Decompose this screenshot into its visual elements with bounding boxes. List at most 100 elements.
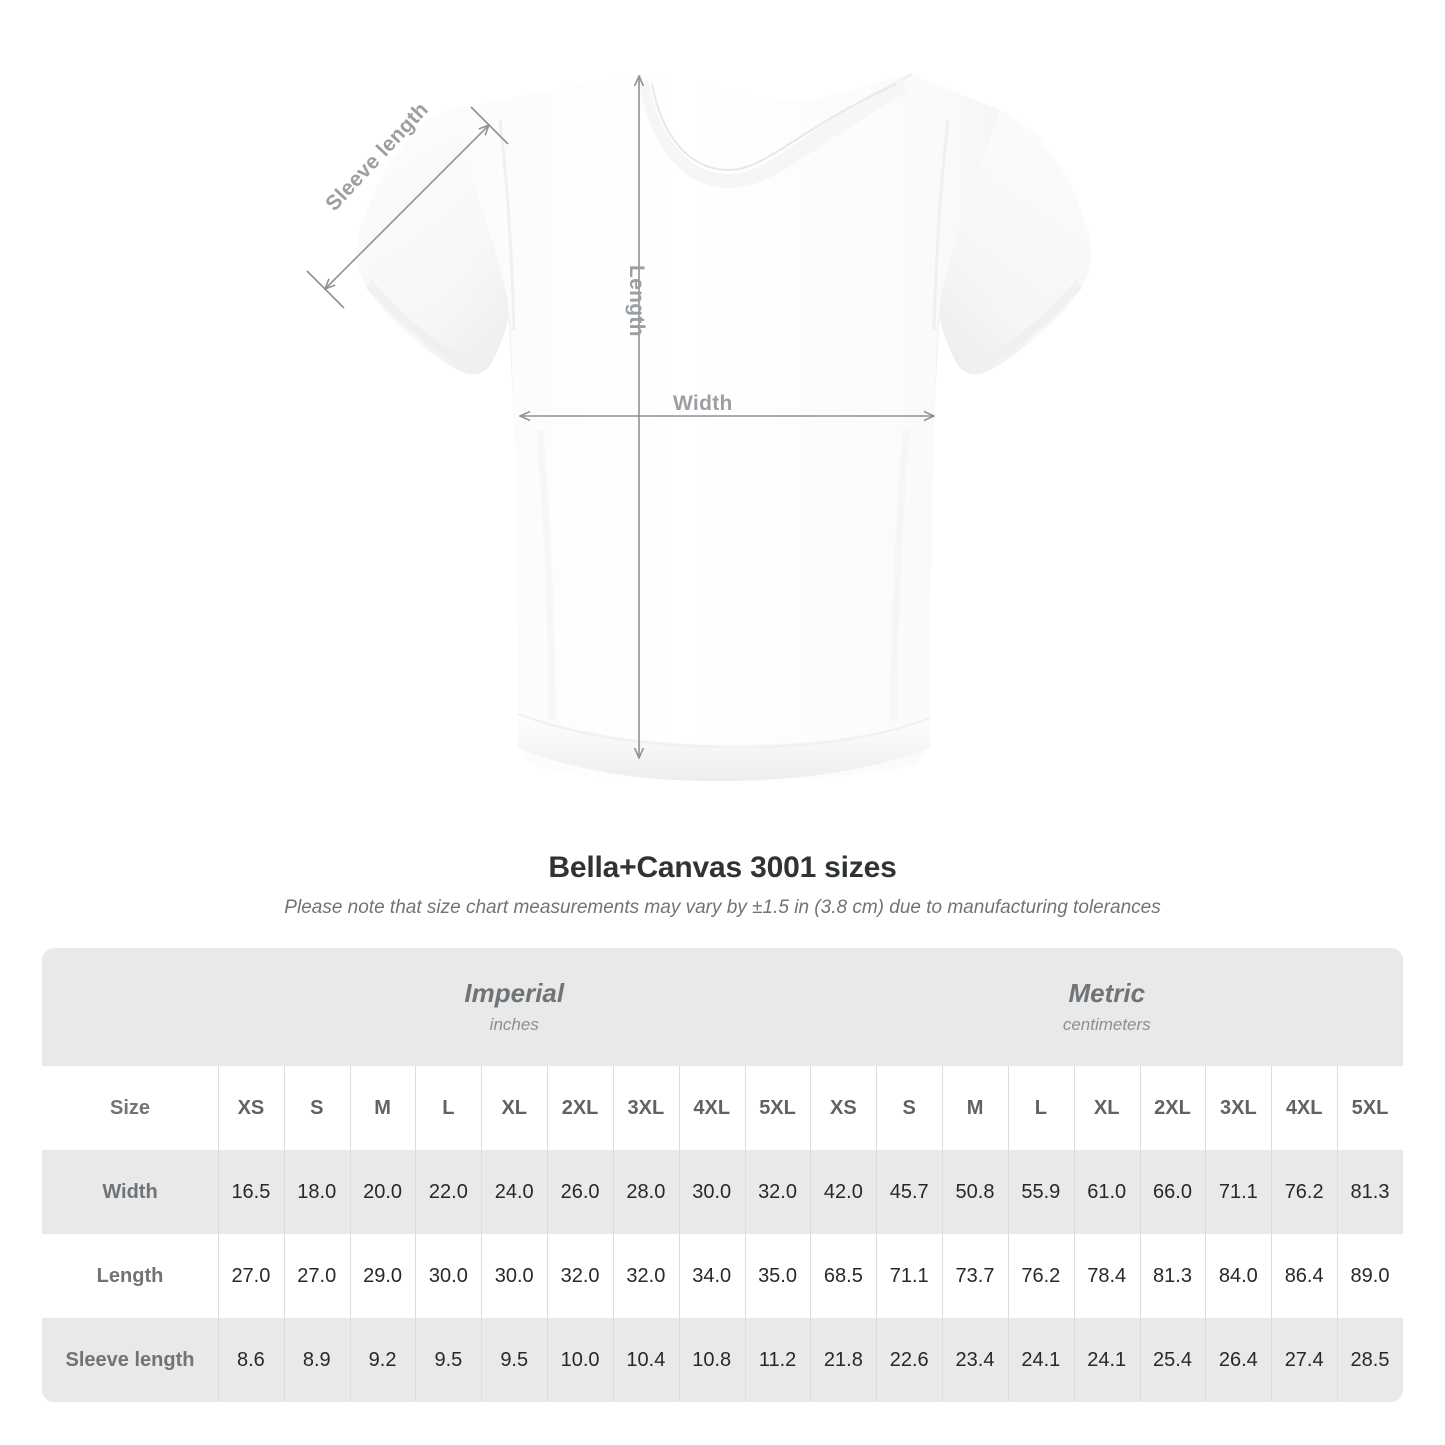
measurement-cell: 24.1 bbox=[1074, 1318, 1140, 1402]
measurement-cell: 8.6 bbox=[218, 1318, 284, 1402]
size-header-cell: M bbox=[942, 1066, 1008, 1150]
unit-group-metric: Metric centimeters bbox=[811, 948, 1404, 1066]
unit-group-imperial: Imperial inches bbox=[218, 948, 811, 1066]
size-header-cell: S bbox=[876, 1066, 942, 1150]
right-armhole-seam bbox=[932, 119, 950, 331]
shirt-silhouette bbox=[357, 74, 1091, 784]
measurement-cell: 27.4 bbox=[1271, 1318, 1337, 1402]
measurement-cell: 24.1 bbox=[1008, 1318, 1074, 1402]
measurement-cell: 61.0 bbox=[1074, 1150, 1140, 1234]
row-label: Length bbox=[96, 1264, 164, 1287]
size-header-cell: S bbox=[284, 1066, 350, 1150]
measurement-cell: 73.7 bbox=[942, 1234, 1008, 1318]
dimension-lines bbox=[306, 76, 934, 758]
measurement-cell: 26.4 bbox=[1205, 1318, 1271, 1402]
unit-header-band: Imperial inches Metric centimeters bbox=[42, 948, 1403, 1066]
measurement-cell: 30.0 bbox=[679, 1150, 745, 1234]
size-header-cell: 2XL bbox=[1140, 1066, 1206, 1150]
measurement-cell: 27.0 bbox=[284, 1234, 350, 1318]
size-header-cell: XL bbox=[1074, 1066, 1140, 1150]
measurement-cell: 24.0 bbox=[481, 1150, 547, 1234]
tshirt-illustration bbox=[306, 73, 1091, 784]
measurement-cell: 9.5 bbox=[415, 1318, 481, 1402]
measurement-cell: 81.3 bbox=[1140, 1234, 1206, 1318]
size-chart-table: Imperial inches Metric centimeters Size X… bbox=[42, 948, 1403, 1402]
collar-band bbox=[640, 78, 908, 189]
size-header-cell: M bbox=[350, 1066, 416, 1150]
table-row: Sleeve length 8.6 8.9 9.2 9.5 9.5 10.0 10.4 10.8… bbox=[42, 1318, 1403, 1402]
unit-header-spacer bbox=[42, 948, 218, 1066]
size-header-cell: L bbox=[1008, 1066, 1074, 1150]
measurement-cell: 8.9 bbox=[284, 1318, 350, 1402]
measurement-cell: 30.0 bbox=[415, 1234, 481, 1318]
measurement-cell: 21.8 bbox=[810, 1318, 876, 1402]
size-header-cell: 4XL bbox=[1271, 1066, 1337, 1150]
measurement-cell: 25.4 bbox=[1140, 1318, 1206, 1402]
measurement-cell: 16.5 bbox=[218, 1150, 284, 1234]
right-sleeve-hem bbox=[958, 280, 1082, 370]
tolerance-note: Please note that size chart measurements… bbox=[284, 897, 1161, 918]
width-label: Width bbox=[673, 392, 733, 415]
measurement-cell: 29.0 bbox=[350, 1234, 416, 1318]
measurement-cell: 86.4 bbox=[1271, 1234, 1337, 1318]
measurement-cell: 32.0 bbox=[547, 1234, 613, 1318]
measurement-cell: 28.0 bbox=[613, 1150, 679, 1234]
size-header-cell: 2XL bbox=[547, 1066, 613, 1150]
measurement-cell: 55.9 bbox=[1008, 1150, 1074, 1234]
measurement-cell: 76.2 bbox=[1008, 1234, 1074, 1318]
sleeve-tick-bottom bbox=[306, 270, 345, 309]
length-label: Length bbox=[625, 265, 648, 337]
size-header-cell: XS bbox=[810, 1066, 876, 1150]
measurement-cell: 78.4 bbox=[1074, 1234, 1140, 1318]
collar-inner-line bbox=[651, 83, 897, 172]
measurement-cell: 81.3 bbox=[1337, 1150, 1403, 1234]
measurement-cell: 30.0 bbox=[481, 1234, 547, 1318]
measurement-cell: 71.1 bbox=[876, 1234, 942, 1318]
table-row-size-header: Size XS S M L XL 2XL 3XL 4XL 5XL XS S M L XL 2XL 3XL 4XL 5… bbox=[42, 1066, 1403, 1150]
measurement-cell: 45.7 bbox=[876, 1150, 942, 1234]
measurement-cell: 50.8 bbox=[942, 1150, 1008, 1234]
size-header-cell: L bbox=[415, 1066, 481, 1150]
sleeve-tick-top bbox=[470, 106, 509, 145]
measurement-cell: 68.5 bbox=[810, 1234, 876, 1318]
size-header-cell: 5XL bbox=[1337, 1066, 1403, 1150]
measurement-cell: 76.2 bbox=[1271, 1150, 1337, 1234]
sleeve-arrow bbox=[325, 125, 489, 289]
measurement-cell: 23.4 bbox=[942, 1318, 1008, 1402]
table-row: Width 16.5 18.0 20.0 22.0 24.0 26.0 28.0 30.0 32.… bbox=[42, 1150, 1403, 1234]
measurement-cell: 20.0 bbox=[350, 1150, 416, 1234]
size-header-cell: 4XL bbox=[679, 1066, 745, 1150]
size-header-cell: 3XL bbox=[1205, 1066, 1271, 1150]
measurement-cell: 27.0 bbox=[218, 1234, 284, 1318]
unit-sub-metric: centimeters bbox=[1062, 1015, 1151, 1035]
measurement-cell: 32.0 bbox=[613, 1234, 679, 1318]
size-header-cell: 5XL bbox=[745, 1066, 811, 1150]
size-chart-body: Size XS S M L XL 2XL 3XL 4XL 5XL XS S M L XL 2XL 3XL 4XL 5… bbox=[42, 1066, 1403, 1402]
measurement-cell: 11.2 bbox=[745, 1318, 811, 1402]
table-row: Length 27.0 27.0 29.0 30.0 30.0 32.0 32.0 34.0 35… bbox=[42, 1234, 1403, 1318]
unit-name-metric: Metric bbox=[1068, 977, 1146, 1008]
row-label: Width bbox=[102, 1180, 158, 1203]
measurement-cell: 9.2 bbox=[350, 1318, 416, 1402]
page-title: Bella+Canvas 3001 sizes bbox=[548, 851, 897, 884]
measurement-cell: 66.0 bbox=[1140, 1150, 1206, 1234]
row-label-size: Size bbox=[109, 1096, 151, 1119]
size-header-cell: XS bbox=[218, 1066, 284, 1150]
unit-name-imperial: Imperial bbox=[464, 977, 565, 1008]
row-label: Sleeve length bbox=[65, 1348, 195, 1371]
measurement-cell: 9.5 bbox=[481, 1318, 547, 1402]
shirt-body-group bbox=[357, 73, 1091, 784]
measurement-cell: 28.5 bbox=[1337, 1318, 1403, 1402]
measurement-cell: 10.0 bbox=[547, 1318, 613, 1402]
measurement-cell: 89.0 bbox=[1337, 1234, 1403, 1318]
size-header-cell: 3XL bbox=[613, 1066, 679, 1150]
measurement-cell: 84.0 bbox=[1205, 1234, 1271, 1318]
measurement-cell: 10.4 bbox=[613, 1318, 679, 1402]
measurement-cell: 34.0 bbox=[679, 1234, 745, 1318]
body-fold-left bbox=[536, 429, 556, 721]
tshirt-diagram: Sleeve length Length Width bbox=[306, 73, 1091, 784]
left-armhole-seam bbox=[498, 119, 516, 331]
size-header-cell: XL bbox=[481, 1066, 547, 1150]
measurement-cell: 32.0 bbox=[745, 1150, 811, 1234]
unit-sub-imperial: inches bbox=[489, 1015, 539, 1035]
